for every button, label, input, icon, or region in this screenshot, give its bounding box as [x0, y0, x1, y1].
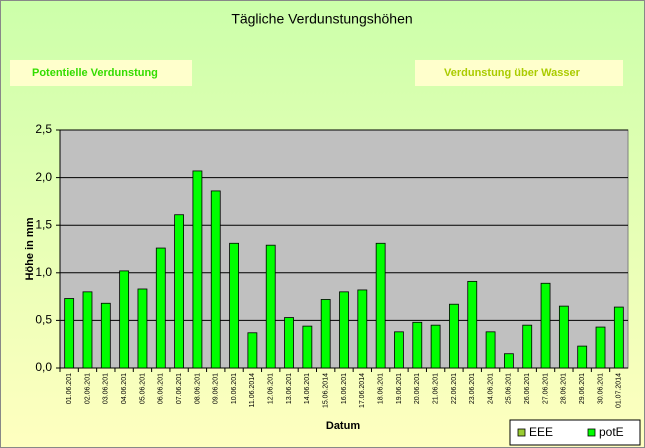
bar: [522, 324, 533, 369]
y-tick-label: 0,0: [35, 360, 52, 374]
bar: [100, 302, 111, 369]
x-tick-label: 05.06.201: [139, 373, 146, 404]
bar: [302, 325, 313, 369]
bar: [119, 270, 130, 369]
x-tick-label: 22.06.201: [451, 373, 458, 404]
x-tick-label: 29.06.201: [579, 373, 586, 404]
x-tick-label: 14.06.201: [304, 373, 311, 404]
x-tick-label: 17.06.2014: [359, 373, 366, 408]
bar: [504, 353, 514, 369]
bar: [339, 291, 349, 369]
x-tick-label: 11.06.2014: [249, 373, 256, 408]
y-tick-label: 0,5: [35, 313, 52, 327]
bar: [449, 303, 459, 369]
annotation: Verdunstung über Wasser: [444, 67, 581, 79]
x-tick-label: 27.06.201: [542, 373, 549, 404]
x-tick-label: 20.06.201: [414, 373, 421, 404]
bar: [540, 282, 551, 369]
x-tick-label: 28.06.201: [561, 373, 568, 404]
x-tick-label: 18.06.201: [377, 373, 384, 404]
bar: [558, 305, 569, 369]
bar: [595, 326, 606, 369]
x-tick-label: 30.06.201: [597, 373, 604, 404]
y-tick-label: 2,5: [35, 122, 52, 136]
x-tick-label: 25.06.201: [506, 373, 513, 404]
x-axis-label: Datum: [326, 420, 360, 432]
bar: [467, 280, 478, 369]
bar: [430, 324, 441, 369]
legend-label: EEE: [529, 425, 553, 439]
y-tick-label: 1,5: [35, 217, 52, 231]
x-tick-label: 16.06.201: [341, 373, 348, 404]
x-tick-label: 04.06.201: [121, 373, 128, 404]
x-tick-label: 08.06.201: [194, 373, 201, 404]
x-tick-label: 21.06.201: [432, 373, 439, 404]
bar: [247, 332, 258, 369]
x-tick-label: 02.06.201: [84, 373, 91, 404]
y-tick-label: 1,0: [35, 265, 52, 279]
legend-swatch: [517, 428, 526, 437]
x-tick-label: 12.06.201: [268, 373, 275, 404]
bar: [577, 345, 588, 369]
x-tick-label: 09.06.201: [213, 373, 220, 404]
x-tick-label: 15.06.2014: [323, 373, 330, 408]
y-tick-label: 2,0: [35, 170, 52, 184]
bar: [265, 244, 276, 369]
bar: [210, 190, 221, 369]
bar: [375, 242, 386, 369]
legend: [509, 419, 641, 446]
chart-title: Tägliche Verdunstungshöhen: [231, 11, 412, 27]
bar: [284, 317, 294, 369]
x-tick-label: 01.06.201: [66, 373, 73, 404]
x-tick-label: 24.06.201: [487, 373, 494, 404]
x-tick-label: 01.07.2014: [616, 373, 623, 408]
bar: [155, 247, 166, 369]
annotation: Potentielle Verdunstung: [32, 67, 158, 79]
x-tick-label: 07.06.201: [176, 373, 183, 404]
bar: [137, 288, 148, 369]
annotation-box: [415, 60, 623, 86]
x-tick-label: 03.06.201: [103, 373, 110, 404]
bar: [82, 291, 93, 369]
legend-swatch: [587, 428, 596, 437]
x-tick-label: 13.06.201: [286, 373, 293, 404]
bar: [320, 299, 331, 369]
x-tick-label: 06.06.201: [158, 373, 165, 404]
x-tick-label: 10.06.201: [231, 373, 238, 404]
x-tick-label: 26.06.201: [524, 373, 531, 404]
annotation-box: [10, 60, 192, 86]
bar: [613, 306, 624, 369]
bar: [192, 170, 203, 369]
legend-label: potE: [599, 425, 624, 439]
bar: [229, 242, 239, 369]
x-tick-label: 23.06.201: [469, 373, 476, 404]
bar: [174, 214, 184, 369]
bar: [412, 321, 423, 369]
bar: [357, 289, 368, 369]
y-axis-label: Höhe in mm: [24, 217, 36, 280]
bar: [485, 331, 496, 369]
bar: [64, 298, 75, 369]
bar: [394, 331, 404, 369]
x-tick-label: 19.06.201: [396, 373, 403, 404]
